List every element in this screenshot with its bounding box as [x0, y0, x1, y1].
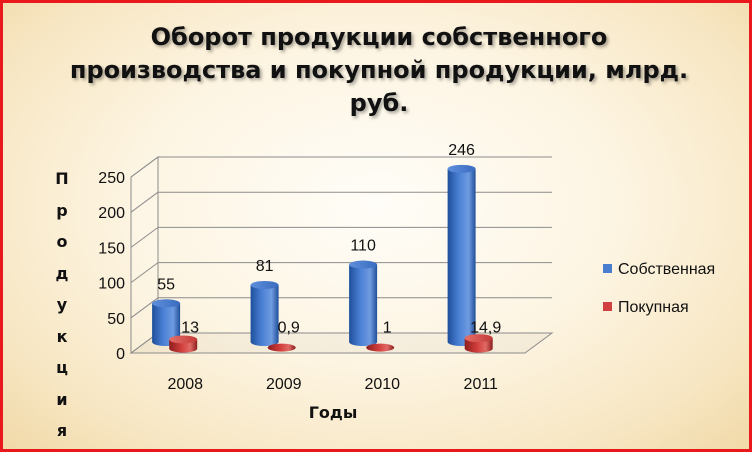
legend-label-bought: Покупная	[618, 299, 689, 316]
y-tick-label: 0	[116, 346, 125, 363]
y-axis-title-letter: д	[55, 263, 69, 283]
chart-title: Оборот продукции собственного производст…	[69, 23, 689, 117]
y-tick-label: 50	[107, 311, 125, 328]
y-tick-label: 200	[98, 205, 125, 222]
gridline-diagonal	[130, 297, 159, 319]
gridline-diagonal	[130, 262, 159, 284]
data-label-bought-2009: 0,9	[278, 320, 300, 337]
data-labels: 55 13 81 0,9 110 1 246 14,9	[157, 142, 501, 337]
bar-bought-2011-body	[464, 338, 493, 353]
gridline-diagonal	[130, 191, 159, 213]
data-label-bought-2008: 13	[181, 320, 199, 337]
bar-own-2008	[152, 299, 181, 346]
floor	[129, 332, 554, 354]
bar-own-2009-top	[250, 280, 279, 289]
gridline-diagonal	[130, 156, 159, 178]
bar-bought-2008-top	[169, 335, 198, 344]
bar-own-2011-top	[447, 164, 476, 173]
y-axis-title-letter: П	[55, 169, 69, 188]
data-label-own-2008: 55	[157, 276, 175, 293]
y-axis-title-letter: и	[56, 389, 68, 409]
bar-own-2011	[447, 164, 476, 346]
bars	[152, 164, 493, 353]
bar-own-2008-body	[152, 303, 181, 346]
bar-bought-2009-cap	[267, 343, 296, 352]
legend-item-bought: Покупная	[603, 299, 689, 317]
data-label-bought-2010: 1	[383, 320, 392, 337]
data-label-own-2010: 110	[350, 238, 376, 255]
bar-bought-2010	[366, 343, 395, 352]
y-axis-title-letter: я	[56, 421, 68, 440]
y-axis: 0 50 100 150 200 250	[98, 170, 132, 363]
x-tick-label-2008: 2008	[167, 376, 203, 393]
bar-own-2010-top	[349, 260, 378, 269]
x-axis-title: Годы	[308, 403, 358, 422]
bar-own-2010	[349, 260, 378, 346]
x-tick-label-2010: 2010	[364, 376, 400, 393]
bar-own-2010-body	[349, 264, 378, 346]
data-label-own-2009: 81	[256, 258, 274, 275]
y-axis-title-letter: о	[56, 232, 68, 251]
data-label-bought-2011: 14,9	[470, 320, 501, 337]
y-axis-title-letter: ц	[56, 358, 68, 377]
gridline-diagonal	[130, 226, 159, 248]
chart-plot: 0 50 100 150 200 250 2008 2009 2010 2011 55 13 81 0…	[98, 142, 554, 393]
legend-label-own: Собственная	[618, 261, 716, 278]
legend-item-own: Собственная	[603, 261, 715, 279]
bar-own-2009	[250, 280, 279, 346]
bar-bought-2010-cap	[366, 343, 395, 352]
y-axis-title-letter: к	[56, 326, 68, 346]
y-tick-label: 150	[98, 240, 125, 257]
bar-bought-2011	[464, 334, 493, 353]
bar-own-2011-body	[447, 168, 476, 346]
x-tick-label-2011: 2011	[464, 376, 499, 393]
x-tick-label-2009: 2009	[266, 376, 302, 393]
bar-bought-2008	[169, 335, 198, 353]
y-axis-title-letter: р	[56, 200, 68, 220]
bar-own-2008-top	[152, 299, 181, 308]
y-tick-label: 250	[98, 170, 125, 187]
y-axis-title-letter: у	[56, 295, 68, 314]
legend-swatch-bought	[603, 302, 612, 312]
y-tick-label: 100	[98, 276, 125, 293]
bar-own-2009-body	[250, 284, 279, 346]
bar-bought-2011-top	[464, 334, 493, 343]
legend-swatch-own	[603, 264, 612, 274]
data-label-own-2011: 246	[448, 142, 475, 159]
x-axis: 2008 2009 2010 2011	[167, 376, 498, 393]
bar-bought-2009	[267, 343, 296, 352]
